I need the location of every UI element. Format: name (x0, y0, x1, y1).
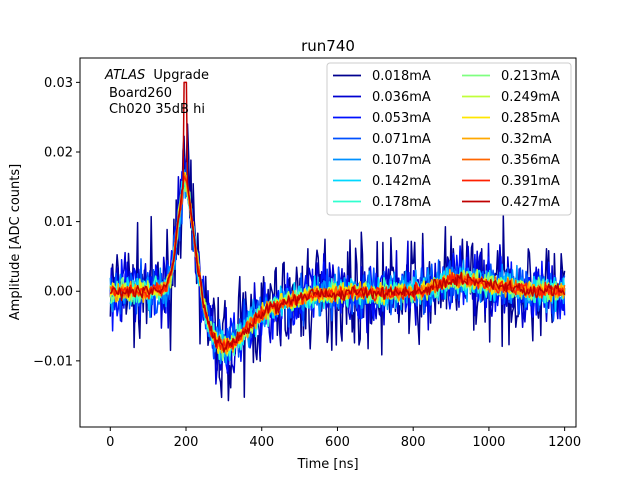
annotation-upgrade: Upgrade (153, 68, 209, 83)
x-tick-label: 0 (106, 435, 114, 450)
annotation-channel: Ch020 35dB hi (109, 102, 205, 117)
annotation-atlas: ATLAS (104, 68, 145, 83)
annotation-block: ATLAS Upgrade Board260 Ch020 35dB hi (104, 68, 209, 117)
x-tick-label: 600 (325, 435, 350, 450)
series-layer (109, 81, 566, 402)
svg-text:ATLAS Upgrade: ATLAS Upgrade (104, 68, 209, 83)
x-tick-label: 400 (249, 435, 274, 450)
legend-label: 0.071mA (372, 132, 431, 147)
legend-label: 0.285mA (501, 111, 560, 126)
legend-label: 0.356mA (501, 153, 560, 168)
series-line-0.427mA (110, 81, 566, 353)
y-axis-label: Amplitude [ADC counts] (8, 164, 23, 320)
x-tick-label: 200 (174, 435, 199, 450)
chart-title: run740 (301, 37, 355, 55)
legend-entries: 0.018mA 0.036mA 0.053mA 0.071mA 0.107mA 0.142… (333, 69, 560, 210)
legend-label: 0.142mA (372, 174, 431, 189)
series-line-0.071mA (109, 162, 566, 364)
x-axis-label: Time [ns] (296, 457, 358, 472)
legend-label: 0.213mA (501, 69, 560, 84)
legend: 0.018mA 0.036mA 0.053mA 0.071mA 0.107mA 0.142… (326, 62, 572, 216)
annotation-board: Board260 (109, 86, 172, 101)
y-tick-label: −0.01 (33, 354, 73, 369)
legend-label: 0.053mA (372, 111, 431, 126)
legend-label: 0.018mA (372, 69, 431, 84)
legend-label: 0.107mA (372, 153, 431, 168)
legend-label: 0.178mA (372, 195, 431, 210)
y-tick-label: 0.03 (44, 76, 73, 91)
ticks-layer: 0 200 400 600 800 1000 1200 −0.01 0.00 0.01 0.02 0.… (33, 76, 581, 450)
y-tick-label: 0.02 (44, 145, 73, 160)
x-tick-label: 800 (401, 435, 426, 450)
legend-label: 0.427mA (501, 195, 560, 210)
legend-label: 0.249mA (501, 90, 560, 105)
legend-label: 0.391mA (501, 174, 560, 189)
legend-label: 0.036mA (372, 90, 431, 105)
legend-label: 0.32mA (501, 132, 552, 147)
x-tick-label: 1200 (548, 435, 581, 450)
y-tick-label: 0.01 (44, 215, 73, 230)
y-tick-label: 0.00 (44, 285, 73, 300)
legend-box (326, 62, 572, 216)
plot-frame (79, 57, 577, 428)
x-tick-label: 1000 (472, 435, 505, 450)
